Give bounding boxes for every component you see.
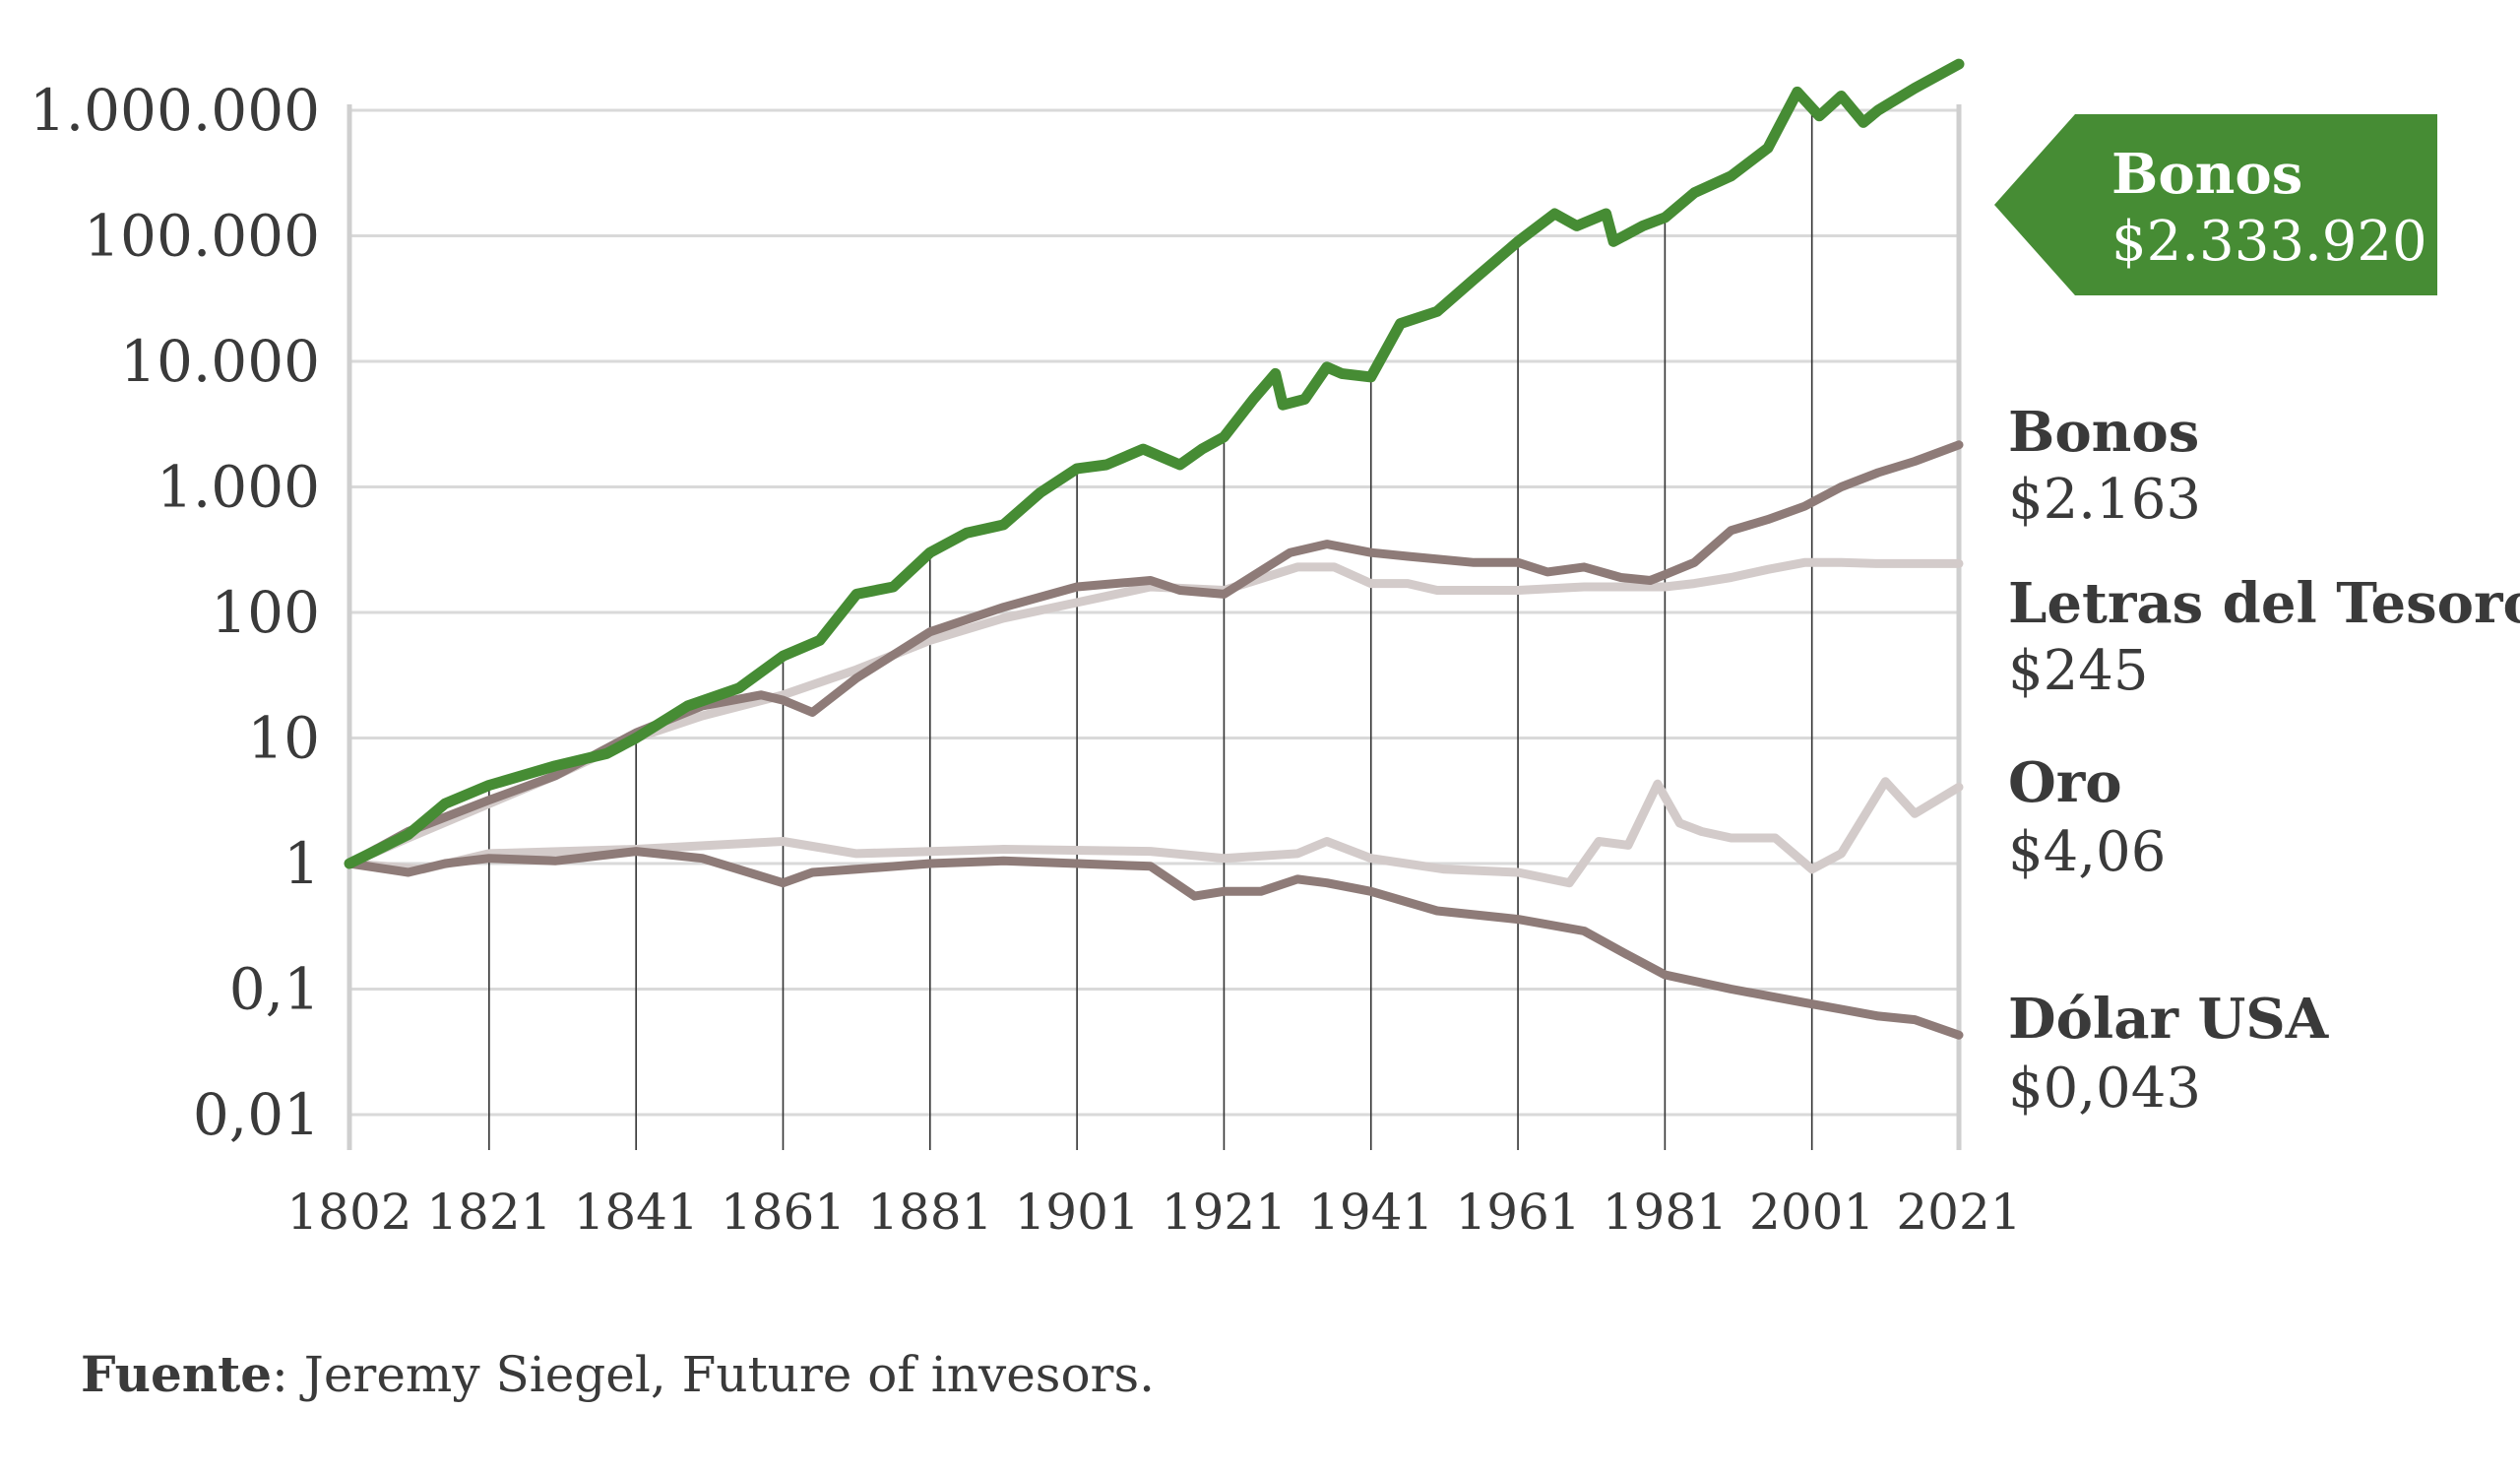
grid-lines bbox=[349, 108, 1959, 1117]
x-tick-label: 2001 bbox=[1749, 1184, 1874, 1241]
plot-frame bbox=[346, 104, 1962, 1150]
y-tick-label: 10.000 bbox=[120, 328, 320, 395]
x-tick-label: 1802 bbox=[286, 1184, 411, 1241]
x-tick-label: 1861 bbox=[721, 1184, 846, 1241]
y-tick-label: 1 bbox=[284, 830, 320, 897]
x-tick-label: 1881 bbox=[867, 1184, 992, 1241]
y-axis-tick-labels: 0,01 0,1 1 10 100 1.000 10.000 100.000 1.000.000 bbox=[30, 77, 320, 1148]
year-marker-lines bbox=[488, 107, 1813, 1150]
x-tick-label: 1961 bbox=[1455, 1184, 1580, 1241]
stocks-callout-name: Bonos bbox=[2111, 142, 2302, 207]
series-label-bills: Letras del Tesoro bbox=[2008, 571, 2520, 636]
series-value-gold: $4,06 bbox=[2008, 820, 2166, 884]
x-tick-label: 1941 bbox=[1308, 1184, 1433, 1241]
x-tick-label: 2021 bbox=[1896, 1184, 2021, 1241]
stocks-callout-value: $2.333.920 bbox=[2111, 210, 2427, 274]
series-line-bills bbox=[345, 557, 1964, 868]
y-tick-label: 0,01 bbox=[193, 1081, 320, 1148]
series-label-bonds: Bonos bbox=[2008, 400, 2199, 465]
series-line-stocks bbox=[344, 58, 1965, 869]
series-value-bonds: $2.163 bbox=[2008, 468, 2201, 532]
source-note: Fuente: Jeremy Siegel, Future of invesor… bbox=[81, 1345, 1155, 1403]
series-value-dollar: $0,043 bbox=[2008, 1057, 2201, 1121]
x-tick-label: 1821 bbox=[426, 1184, 551, 1241]
y-tick-label: 0,1 bbox=[229, 956, 320, 1023]
y-tick-label: 10 bbox=[247, 705, 320, 772]
y-tick-label: 1.000.000 bbox=[30, 77, 320, 144]
x-tick-label: 1841 bbox=[574, 1184, 699, 1241]
x-tick-label: 1901 bbox=[1014, 1184, 1139, 1241]
series-value-bills: $245 bbox=[2008, 639, 2149, 703]
y-tick-label: 100.000 bbox=[84, 203, 320, 270]
series-line-dollar bbox=[345, 847, 1964, 1040]
stocks-callout-tag bbox=[1994, 114, 2437, 295]
x-axis-tick-labels: 1802 1821 1841 1861 1881 1901 1921 1941 1961 1981… bbox=[286, 1184, 2021, 1241]
y-tick-label: 100 bbox=[211, 579, 320, 646]
x-tick-label: 1921 bbox=[1162, 1184, 1287, 1241]
source-label: Fuente bbox=[81, 1345, 273, 1403]
series-label-dollar: Dólar USA bbox=[2008, 987, 2330, 1052]
series-line-bonds bbox=[345, 440, 1964, 868]
x-tick-label: 1981 bbox=[1603, 1184, 1728, 1241]
series-line-gold bbox=[345, 777, 1964, 888]
source-text: : Jeremy Siegel, Future of invesors. bbox=[272, 1346, 1155, 1403]
y-tick-label: 1.000 bbox=[157, 454, 320, 521]
series-label-gold: Oro bbox=[2008, 750, 2122, 815]
series-lines bbox=[344, 58, 1965, 1040]
